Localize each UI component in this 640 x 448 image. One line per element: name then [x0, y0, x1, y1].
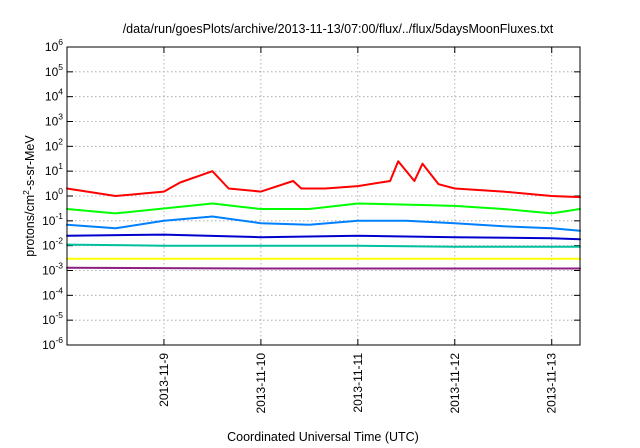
y-tick-label-base: 10	[45, 40, 59, 54]
y-tick-label: 10-1	[42, 211, 63, 228]
y-tick-label-exp: -3	[55, 261, 63, 271]
y-axis-label-sup: 2	[21, 190, 31, 195]
y-tick-label-base: 10	[42, 214, 56, 228]
y-tick-label-exp: 2	[58, 136, 63, 146]
plot-frame	[66, 46, 581, 346]
y-tick-label: 104	[45, 87, 63, 104]
y-tick-label: 10-2	[42, 236, 63, 253]
series-line	[66, 215, 581, 232]
y-tick-label-base: 10	[42, 264, 56, 278]
y-tick-label-exp: 0	[58, 186, 63, 196]
y-tick-label-base: 10	[45, 164, 59, 178]
y-tick-label: 10-4	[42, 285, 63, 302]
y-tick-label-exp: -5	[55, 310, 63, 320]
y-tick-label-base: 10	[45, 90, 59, 104]
y-axis-label-rest: -s-sr-MeV	[23, 135, 37, 191]
y-tick-label-base: 10	[45, 65, 59, 79]
y-tick-labels: 10-610-510-410-310-210-11001011021031041…	[42, 37, 63, 352]
series-line	[66, 243, 581, 248]
series-line	[66, 202, 581, 215]
grid-lines	[67, 47, 580, 345]
series-group	[66, 160, 581, 270]
x-tick-labels: 2013-11-9 2013-11-10 2013-11-11 2013-11-12 2…	[157, 353, 559, 414]
y-tick-label-base: 10	[42, 239, 56, 253]
y-tick-label: 100	[45, 186, 63, 203]
y-tick-label: 103	[45, 112, 63, 129]
x-tick-label: 2013-11-11	[351, 353, 365, 413]
y-tick-label-base: 10	[45, 189, 59, 203]
y-tick-label-base: 10	[42, 338, 56, 352]
x-tick-label: 2013-11-12	[448, 353, 462, 414]
y-tick-label-base: 10	[42, 313, 56, 327]
y-tick-label-exp: -6	[55, 335, 63, 345]
y-tick-label-exp: 4	[58, 87, 63, 97]
x-tick-label: 2013-11-9	[157, 353, 171, 407]
y-tick-label: 106	[45, 37, 63, 54]
series-line	[66, 233, 581, 241]
y-tick-label-base: 10	[45, 115, 59, 129]
y-axis-label-base: protons/cm	[23, 195, 37, 257]
y-axis-label: protons/cm2-s-sr-MeV	[21, 135, 37, 257]
y-tick-label-exp: -2	[55, 236, 63, 246]
y-tick-label-exp: 6	[58, 37, 63, 47]
y-tick-label-base: 10	[42, 288, 56, 302]
y-tick-label-base: 10	[45, 139, 59, 153]
y-tick-label: 10-3	[42, 261, 63, 278]
y-tick-label: 10-5	[42, 310, 63, 327]
x-tick-label: 2013-11-10	[254, 353, 268, 414]
series-line	[66, 160, 581, 199]
series-line	[66, 266, 581, 270]
y-tick-label: 105	[45, 62, 63, 79]
x-axis-label: Coordinated Universal Time (UTC)	[227, 430, 419, 444]
y-tick-label: 101	[45, 161, 63, 178]
chart-title: /data/run/goesPlots/archive/2013-11-13/0…	[123, 22, 554, 36]
y-tick-label: 102	[45, 136, 63, 153]
y-tick-label-exp: -4	[55, 285, 63, 295]
x-tick-label: 2013-11-13	[545, 353, 559, 414]
y-tick-label: 10-6	[42, 335, 63, 352]
y-tick-label-exp: 5	[58, 62, 63, 72]
y-tick-label-exp: -1	[55, 211, 63, 221]
y-tick-label-exp: 3	[58, 112, 63, 122]
y-tick-label-exp: 1	[58, 161, 63, 171]
